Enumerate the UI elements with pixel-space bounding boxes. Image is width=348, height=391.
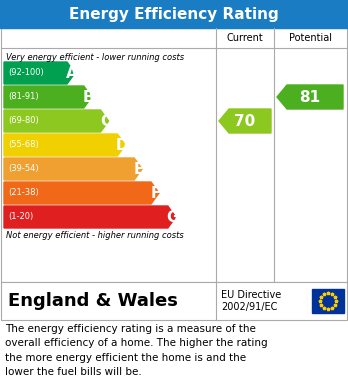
Text: (92-100): (92-100) [8,68,44,77]
Bar [312,289,344,313]
Polygon shape [219,109,271,133]
Polygon shape [4,206,176,228]
Bar [1,28,347,282]
Text: EU Directive
2002/91/EC: EU Directive 2002/91/EC [221,290,281,312]
Text: (69-80): (69-80) [8,117,39,126]
Polygon shape [4,158,142,180]
Text: Energy Efficiency Rating: Energy Efficiency Rating [69,7,279,22]
Text: 70: 70 [234,113,256,129]
Text: F: F [151,185,161,201]
Polygon shape [4,134,125,156]
Text: Very energy efficient - lower running costs: Very energy efficient - lower running co… [6,52,184,61]
Text: (1-20): (1-20) [8,212,33,221]
Polygon shape [4,182,159,204]
Text: The energy efficiency rating is a measure of the
overall efficiency of a home. T: The energy efficiency rating is a measur… [5,324,268,377]
Text: B: B [83,90,95,104]
Polygon shape [4,86,92,108]
Polygon shape [4,62,75,84]
Text: G: G [167,210,179,224]
Polygon shape [277,85,343,109]
Text: (55-68): (55-68) [8,140,39,149]
Text: (81-91): (81-91) [8,93,39,102]
Text: Current: Current [227,33,263,43]
Text: Not energy efficient - higher running costs: Not energy efficient - higher running co… [6,231,184,240]
Text: 81: 81 [299,90,321,104]
Text: D: D [116,138,129,152]
Bar [1,282,347,320]
Text: E: E [134,161,144,176]
Bar [0,0,348,28]
Text: (21-38): (21-38) [8,188,39,197]
Polygon shape [4,110,109,132]
Text: England & Wales: England & Wales [8,292,178,310]
Text: A: A [66,66,78,81]
Text: Potential: Potential [288,33,332,43]
Text: C: C [100,113,111,129]
Text: (39-54): (39-54) [8,165,39,174]
